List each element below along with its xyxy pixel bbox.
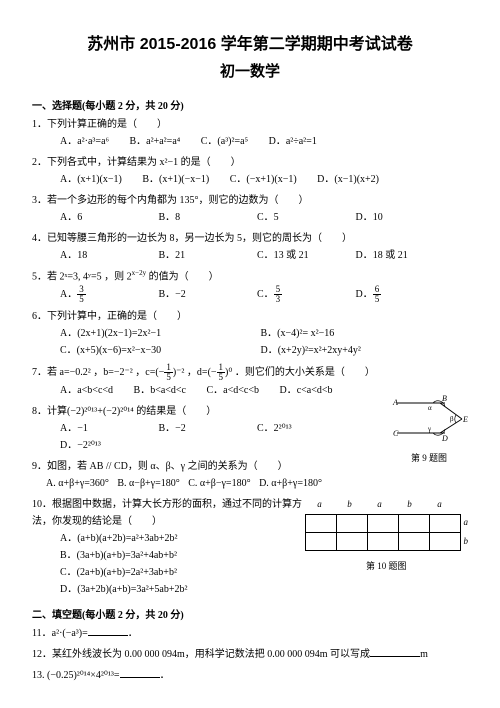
q7-stem: 7．若 a=−0.2² ，b=−2⁻² ，c=(−15)⁻² ，d=(−15)⁰… [32,363,468,382]
q6-opt-c: C．(x+5)(x−6)=x²−x−30 [60,342,240,359]
q11: 11．a²·(−a³)=． [32,625,468,642]
q3-stem: 3．若一个多边形的每个内角都为 135°，则它的边数为（ ） [32,192,468,209]
svg-text:B: B [442,394,447,403]
svg-text:A: A [392,398,398,407]
q6-opt-a: A．(2x+1)(2x−1)=2x²−1 [60,325,240,342]
q5-opt-d: D．65 [356,285,452,304]
q6-opt-b: B．(x−4)²= x²−16 [261,325,335,342]
q7-opt-c: C．a<d<c<b [207,382,259,399]
svg-text:C: C [393,429,399,438]
q2-opt-c: C．(−x+1)(x−1) [230,171,297,188]
svg-text:β: β [450,415,454,423]
svg-text:D: D [441,434,448,443]
q6-opt-d: D．(x+2y)²=x²+2xy+4y² [261,342,361,359]
q1-opt-a: A．a²·a³=a⁶ [60,133,109,150]
q2-opt-a: A．(x+1)(x−1) [60,171,122,188]
section-1-header: 一、选择题(每小题 2 分，共 20 分) [32,97,468,112]
q9-opt-d: D. α+β+γ=180° [259,475,322,492]
q1-opt-d: D．a²÷a²=1 [269,133,317,150]
q10-opt-c: C．(2a+b)(a+b)=2a²+3ab+b² [60,564,308,581]
q8-opt-d: D．−2²⁰¹³ [60,437,156,454]
q10-opt-a: A．(a+b)(a+2b)=a²+3ab+2b² [60,530,308,547]
q8-opt-a: A．−1 [60,420,156,437]
q3-opt-b: B．8 [159,209,255,226]
q9-opt-c: C. α+β−γ=180° [188,475,250,492]
q2-opt-d: D．(x−1)(x+2) [317,171,379,188]
q2-stem: 2．下列各式中，计算结果为 x²−1 的是（ ） [32,154,468,171]
exam-subtitle: 初一数学 [32,60,468,81]
q3-opt-d: D．10 [356,209,452,226]
q1-opt-c: C．(a³)²=a⁵ [201,133,248,150]
q9-stem: 9．如图，若 AB // CD，则 α、β、γ 之间的关系为（ ） [32,458,468,475]
q8-opt-c: C．2²⁰¹³ [257,420,353,437]
q4-stem: 4．已知等腰三角形的一边长为 8，另一边长为 5，则它的周长为（ ） [32,230,468,247]
q4-opt-d: D．18 或 21 [356,247,452,264]
exam-title: 苏州市 2015-2016 学年第二学期期中考试试卷 [32,30,468,54]
svg-text:γ: γ [427,425,431,433]
q1-stem: 1．下列计算正确的是（ ） [32,116,468,133]
q9-figure: A B E C D α β γ 第 9 题图 [390,393,468,466]
svg-text:α: α [428,404,432,412]
q3-opt-a: A．6 [60,209,156,226]
q9-opt-b: B. α−β+γ=180° [117,475,179,492]
q1-opt-b: B．a²+a²=a⁴ [130,133,181,150]
q10-opt-d: D．(3a+2b)(a+b)=3a²+5ab+2b² [60,581,308,598]
q5-opt-c: C．53 [257,285,353,304]
q4-opt-c: C．13 或 21 [257,247,353,264]
q10-opt-b: B．(3a+b)(a+b)=3a²+4ab+b² [60,547,308,564]
q5-opt-a: A．35 [60,285,156,304]
svg-text:E: E [462,415,468,424]
q5-opt-b: B．−2 [159,286,255,303]
q8-opt-b: B．−2 [159,420,255,437]
q7-opt-a: A．a<b<c<d [60,382,113,399]
q13-blank[interactable] [120,677,160,678]
q4-opt-a: A．18 [60,247,156,264]
q8-stem: 8．计算(−2)²⁰¹³+(−2)²⁰¹⁴ 的结果是（ ） [32,403,383,420]
q10-grid [305,514,461,551]
q12: 12．某红外线波长为 0.00 000 094m，用科学记数法把 0.00 00… [32,646,468,663]
q7-opt-b: B．b<a<d<c [134,382,186,399]
q9-opt-a: A. α+β+γ=360° [46,475,109,492]
q6-stem: 6．下列计算中，正确的是（ ） [32,308,468,325]
section-2-header: 二、填空题(每小题 2 分，共 20 分) [32,606,468,621]
q3-opt-c: C．5 [257,209,353,226]
q11-blank[interactable] [88,635,128,636]
q10-figure: a b a b a a b 第 10 题图 [305,496,469,574]
q4-opt-b: B．21 [159,247,255,264]
q12-blank[interactable] [370,656,420,657]
q13: 13. (−0.25)²⁰¹⁴×4²⁰¹³=． [32,667,468,684]
q2-opt-b: B．(x+1)(−x−1) [142,171,209,188]
q5-stem: 5．若 2ˣ=3, 4ʸ=5 ，则 2x−2y 的值为（ ） [32,268,468,285]
q7-opt-d: D．c<a<d<b [279,382,332,399]
q10-stem: 10．根据图中数据，计算大长方形的面积，通过不同的计算方法，你发现的结论是（ ） [32,496,308,530]
